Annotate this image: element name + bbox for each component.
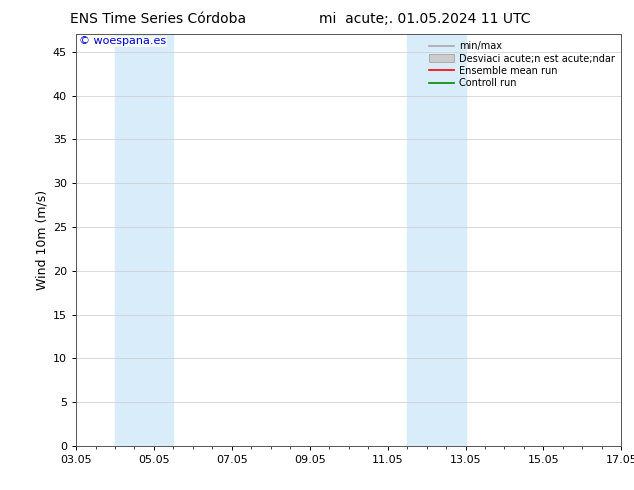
Bar [115,34,174,446]
Legend: min/max, Desviaci acute;n est acute;ndar, Ensemble mean run, Controll run: min/max, Desviaci acute;n est acute;ndar… [427,39,616,90]
Bar [407,34,465,446]
Y-axis label: Wind 10m (m/s): Wind 10m (m/s) [36,190,49,290]
Text: ENS Time Series Córdoba: ENS Time Series Córdoba [70,12,247,26]
Text: mi  acute;. 01.05.2024 11 UTC: mi acute;. 01.05.2024 11 UTC [319,12,531,26]
Text: © woespana.es: © woespana.es [79,36,166,47]
